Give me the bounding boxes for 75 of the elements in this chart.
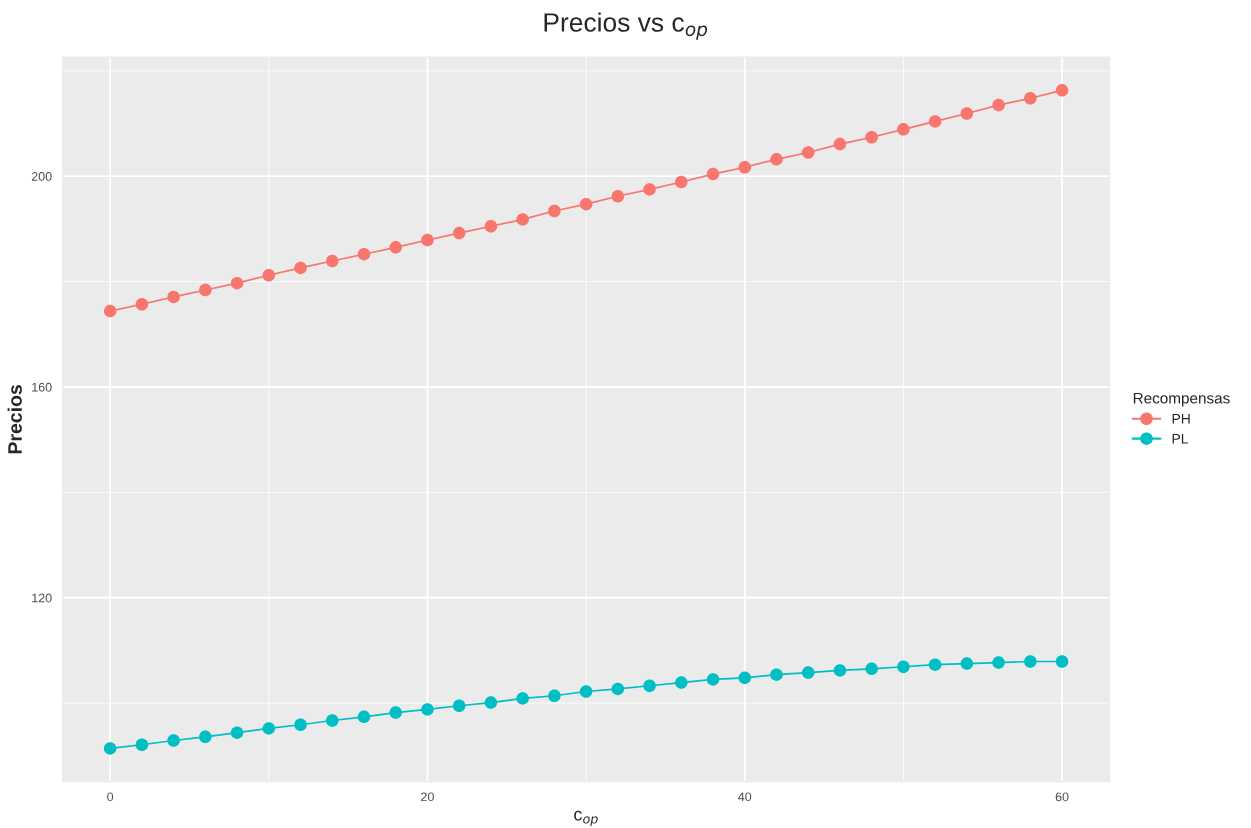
point: [484, 696, 498, 709]
point: [389, 241, 402, 254]
point: [103, 304, 117, 318]
point: [1055, 655, 1069, 668]
point: [548, 204, 561, 218]
point: [135, 298, 149, 311]
point: [706, 167, 720, 181]
x-tick-label: 0: [107, 792, 114, 802]
x-tick-label: 20: [421, 792, 434, 802]
point: [199, 730, 212, 744]
point: [326, 254, 339, 268]
point: [992, 98, 1005, 112]
x-tick-label: 40: [738, 792, 752, 802]
point: [357, 247, 371, 261]
point: [865, 662, 878, 676]
point: [611, 682, 625, 696]
y-tick-label: 120: [32, 593, 52, 603]
point: [801, 666, 815, 679]
point: [516, 692, 529, 705]
point: [675, 676, 688, 689]
point: [897, 660, 910, 674]
point: [738, 671, 751, 685]
y-tick-label: 160: [32, 382, 52, 392]
point: [865, 130, 878, 144]
point: [452, 226, 466, 240]
point: [770, 668, 783, 681]
point: [421, 703, 434, 716]
point: [167, 734, 180, 747]
point: [992, 656, 1005, 669]
point: [833, 137, 847, 151]
point: [643, 183, 656, 196]
x-axis-title: c$_{op}$: [574, 810, 598, 827]
point: [135, 738, 149, 751]
point: [611, 189, 625, 203]
point: [579, 685, 593, 698]
point: [928, 115, 942, 128]
point: [452, 699, 466, 713]
point: [167, 290, 180, 304]
point: [230, 726, 244, 739]
point: [262, 269, 276, 282]
point: [675, 175, 688, 189]
point: [706, 673, 720, 686]
point: [897, 123, 910, 136]
point: [484, 220, 498, 233]
y-axis-title: Precios: [7, 385, 22, 454]
chart-title: Precios vs c$_{op}$: [544, 12, 708, 40]
point: [960, 657, 974, 670]
point: [230, 276, 244, 290]
legend-label: PH: [1172, 414, 1190, 424]
point: [801, 146, 815, 159]
point: [294, 261, 307, 275]
point: [103, 742, 117, 755]
point: [262, 722, 276, 735]
legend-title: Recompensas: [1133, 392, 1230, 407]
point: [1024, 655, 1037, 668]
point: [326, 714, 339, 727]
point: [357, 710, 371, 724]
point: [579, 197, 593, 211]
y-tick-label: 200: [31, 172, 52, 181]
point: [833, 664, 847, 677]
point: [770, 153, 783, 166]
point: [960, 107, 974, 120]
point: [928, 658, 942, 671]
point: [1055, 84, 1069, 97]
point: [199, 283, 212, 297]
point: [294, 718, 307, 731]
point: [738, 161, 751, 174]
x-tick-label: 60: [1055, 792, 1069, 802]
point: [548, 689, 561, 702]
point: [516, 213, 529, 226]
legend-label: PL: [1172, 433, 1189, 444]
point: [643, 679, 656, 692]
point: [421, 233, 434, 247]
point: [389, 706, 402, 719]
point: [1024, 91, 1037, 105]
